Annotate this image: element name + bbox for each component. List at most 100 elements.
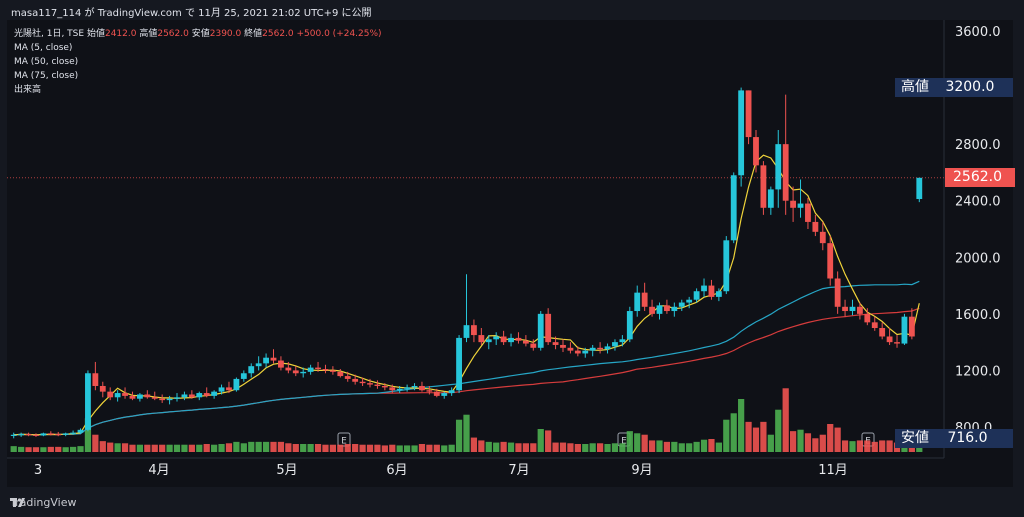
volume-bar <box>782 388 789 452</box>
volume-bar <box>582 444 589 452</box>
candle-body <box>426 390 433 392</box>
candle-body <box>300 371 307 374</box>
volume-bar <box>151 444 158 452</box>
volume-bar <box>545 430 552 452</box>
volume-bar <box>789 431 797 452</box>
volume-bar <box>173 444 181 452</box>
legend-ma75[interactable]: MA (75, close) <box>14 71 79 81</box>
candle-body <box>307 367 314 372</box>
volume-bar <box>84 418 92 452</box>
volume-bar <box>507 442 515 452</box>
volume-bar <box>812 438 819 452</box>
volume-bar <box>329 444 337 452</box>
candle-body <box>612 342 618 347</box>
candle-body <box>790 200 797 208</box>
candle-body <box>85 373 91 430</box>
candle-body <box>797 203 804 208</box>
volume-bar <box>359 444 366 452</box>
candle-body <box>433 391 440 396</box>
candle-body <box>812 221 819 232</box>
volume-bar <box>25 447 32 452</box>
low-tag-value: 716.0 <box>947 430 988 446</box>
candle-body <box>456 337 462 391</box>
candle-body <box>908 316 915 337</box>
chart-panel[interactable] <box>7 20 1013 487</box>
high-tag-value: 3200.0 <box>945 79 995 95</box>
volume-bar <box>834 427 841 452</box>
candle-body <box>240 373 247 379</box>
low-tag-label: 安値 <box>901 430 929 446</box>
volume-bar <box>589 443 596 452</box>
legend-volume[interactable]: 出来高 <box>14 85 42 95</box>
candle-body <box>114 393 121 398</box>
candle-body <box>441 393 448 396</box>
candle-body <box>537 313 544 348</box>
candle-body <box>552 342 559 345</box>
candle-body <box>686 299 693 303</box>
earnings-marker-label: E <box>341 437 347 447</box>
candle-body <box>188 394 195 398</box>
volume-bar <box>270 441 277 452</box>
candle-body <box>656 305 663 314</box>
earnings-marker-label: E <box>621 437 627 447</box>
candle-body <box>10 434 17 436</box>
candle-body <box>775 144 782 190</box>
volume-bar <box>723 419 730 452</box>
footer[interactable]: TradingView <box>10 496 76 509</box>
candle-body <box>166 398 173 401</box>
candle-body <box>233 378 240 391</box>
volume-bar <box>411 445 418 452</box>
candle-body <box>374 384 381 386</box>
candle-body <box>159 398 166 401</box>
legend-low-label: 安値 <box>191 29 210 39</box>
volume-bar <box>233 441 240 452</box>
candle-body <box>567 347 574 351</box>
candle-body <box>745 90 752 138</box>
volume-bar <box>352 444 359 452</box>
volume-bar <box>760 421 767 452</box>
legend-symbol[interactable]: 光陽社, 1日, TSE <box>14 29 85 39</box>
candle-body <box>901 316 908 344</box>
candle-body <box>411 385 418 388</box>
volume-bar <box>767 434 774 452</box>
volume-bar <box>879 440 886 452</box>
legend: 光陽社, 1日, TSE 始値2412.0 高値2562.0 安値2390.0 … <box>14 27 382 97</box>
volume-bar <box>493 442 500 452</box>
candle-body <box>856 306 863 314</box>
volume-bar <box>856 440 864 452</box>
candle-body <box>619 339 626 343</box>
x-tick-label: 7月 <box>508 463 529 478</box>
legend-ma50[interactable]: MA (50, close) <box>14 57 79 67</box>
candle-body <box>270 357 277 361</box>
candle-body <box>315 367 321 370</box>
volume-bar <box>181 444 188 452</box>
candle-body <box>782 144 789 201</box>
volume-bar <box>18 446 25 452</box>
candle-body <box>263 357 269 364</box>
volume-bar <box>708 439 715 452</box>
ma5-line <box>13 154 920 436</box>
volume-bar <box>203 444 210 452</box>
volume-bar <box>389 444 396 452</box>
candle-body <box>292 370 299 374</box>
volume-bar <box>530 443 537 452</box>
candle-body <box>805 203 811 222</box>
volume-bar <box>196 444 203 452</box>
candle-body <box>634 292 641 312</box>
candle-body <box>886 336 893 343</box>
volume-bar <box>344 444 351 452</box>
candle-body <box>753 137 759 166</box>
candle-body <box>626 311 633 340</box>
candle-body <box>151 397 158 399</box>
volume-bar <box>686 443 693 452</box>
candle-body <box>582 350 589 354</box>
volume-bar <box>322 444 329 452</box>
candle-body <box>181 394 188 398</box>
volume-bar <box>32 447 40 452</box>
candle-body <box>708 285 715 297</box>
earnings-marker <box>337 432 351 447</box>
volume-bar <box>515 443 522 452</box>
legend-ma5[interactable]: MA (5, close) <box>14 43 73 53</box>
